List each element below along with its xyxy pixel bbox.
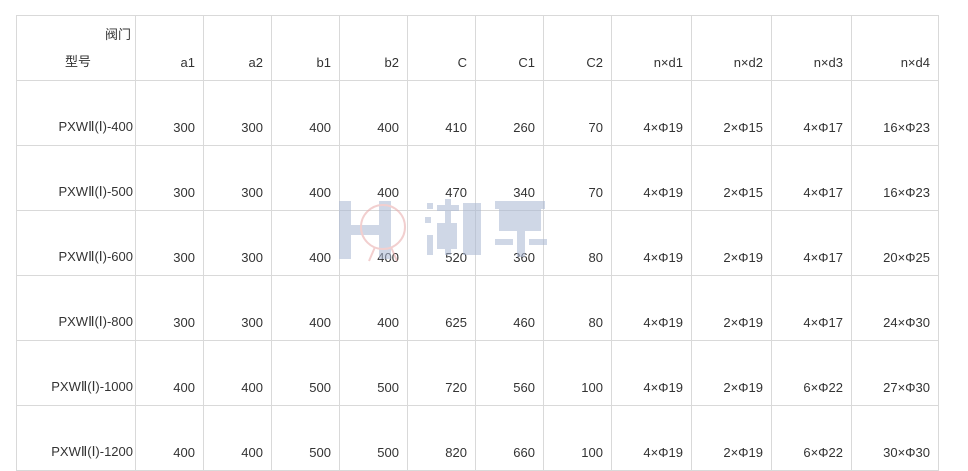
table-row: PXWⅡ(Ⅰ)-600 300 300 400 400 520 360 80 4×Φ19 2×Φ1… bbox=[16, 210, 939, 276]
value-cell: 400 bbox=[339, 275, 408, 341]
value-cell: 16×Φ23 bbox=[851, 80, 939, 146]
column-header-c1: C1 bbox=[475, 15, 544, 81]
value-cell: 625 bbox=[407, 275, 476, 341]
value-cell: 260 bbox=[475, 80, 544, 146]
value-cell: 4×Φ19 bbox=[611, 275, 692, 341]
header-row: 阀门 型号 a1 a2 b1 b2 C C1 C2 n×d1 n×d2 n×d3 n×d4 bbox=[16, 15, 939, 81]
value-cell: 300 bbox=[135, 80, 204, 146]
value-cell: 400 bbox=[339, 80, 408, 146]
model-cell: PXWⅡ(Ⅰ)-500 bbox=[16, 145, 136, 211]
value-cell: 6×Φ22 bbox=[771, 405, 852, 471]
value-cell: 820 bbox=[407, 405, 476, 471]
model-cell: PXWⅡ(Ⅰ)-600 bbox=[16, 210, 136, 276]
value-cell: 400 bbox=[339, 210, 408, 276]
value-cell: 400 bbox=[271, 275, 340, 341]
value-cell: 400 bbox=[271, 80, 340, 146]
column-header-nd1: n×d1 bbox=[611, 15, 692, 81]
value-cell: 560 bbox=[475, 340, 544, 406]
value-cell: 30×Φ30 bbox=[851, 405, 939, 471]
model-cell: PXWⅡ(Ⅰ)-800 bbox=[16, 275, 136, 341]
value-cell: 80 bbox=[543, 275, 612, 341]
value-cell: 16×Φ23 bbox=[851, 145, 939, 211]
value-cell: 410 bbox=[407, 80, 476, 146]
value-cell: 70 bbox=[543, 145, 612, 211]
value-cell: 6×Φ22 bbox=[771, 340, 852, 406]
column-header-c2: C2 bbox=[543, 15, 612, 81]
value-cell: 2×Φ19 bbox=[691, 340, 772, 406]
column-header-b1: b1 bbox=[271, 15, 340, 81]
table-row: PXWⅡ(Ⅰ)-400 300 300 400 400 410 260 70 4×Φ19 2×Φ1… bbox=[16, 80, 939, 146]
value-cell: 460 bbox=[475, 275, 544, 341]
value-cell: 400 bbox=[135, 405, 204, 471]
value-cell: 400 bbox=[271, 210, 340, 276]
value-cell: 340 bbox=[475, 145, 544, 211]
value-cell: 70 bbox=[543, 80, 612, 146]
table-row: PXWⅡ(Ⅰ)-1200 400 400 500 500 820 660 100 4×Φ19 2×… bbox=[16, 405, 939, 471]
value-cell: 300 bbox=[135, 275, 204, 341]
value-cell: 2×Φ19 bbox=[691, 405, 772, 471]
value-cell: 4×Φ17 bbox=[771, 145, 852, 211]
column-header-c: C bbox=[407, 15, 476, 81]
value-cell: 400 bbox=[271, 145, 340, 211]
value-cell: 100 bbox=[543, 405, 612, 471]
value-cell: 2×Φ19 bbox=[691, 210, 772, 276]
table-row: PXWⅡ(Ⅰ)-500 300 300 400 400 470 340 70 4×Φ19 2×Φ1… bbox=[16, 145, 939, 211]
value-cell: 300 bbox=[135, 210, 204, 276]
value-cell: 2×Φ19 bbox=[691, 275, 772, 341]
table-row: PXWⅡ(Ⅰ)-800 300 300 400 400 625 460 80 4×Φ19 2×Φ1… bbox=[16, 275, 939, 341]
value-cell: 660 bbox=[475, 405, 544, 471]
value-cell: 300 bbox=[203, 210, 272, 276]
value-cell: 4×Φ19 bbox=[611, 80, 692, 146]
value-cell: 400 bbox=[135, 340, 204, 406]
valve-dimensions-table: 阀门 型号 a1 a2 b1 b2 C C1 C2 n×d1 n×d2 n×d3 n×d4 PXWⅡ… bbox=[16, 15, 939, 471]
value-cell: 300 bbox=[135, 145, 204, 211]
value-cell: 4×Φ19 bbox=[611, 145, 692, 211]
value-cell: 300 bbox=[203, 80, 272, 146]
model-label: 型号 bbox=[65, 54, 92, 69]
value-cell: 4×Φ19 bbox=[611, 340, 692, 406]
value-cell: 720 bbox=[407, 340, 476, 406]
value-cell: 500 bbox=[339, 405, 408, 471]
model-cell: PXWⅡ(Ⅰ)-400 bbox=[16, 80, 136, 146]
value-cell: 500 bbox=[271, 405, 340, 471]
corner-header-cell: 阀门 型号 bbox=[16, 15, 136, 81]
value-cell: 520 bbox=[407, 210, 476, 276]
column-header-nd2: n×d2 bbox=[691, 15, 772, 81]
value-cell: 400 bbox=[203, 405, 272, 471]
value-cell: 300 bbox=[203, 145, 272, 211]
value-cell: 4×Φ17 bbox=[771, 80, 852, 146]
column-header-nd3: n×d3 bbox=[771, 15, 852, 81]
value-cell: 20×Φ25 bbox=[851, 210, 939, 276]
value-cell: 400 bbox=[203, 340, 272, 406]
table-row: PXWⅡ(Ⅰ)-1000 400 400 500 500 720 560 100 4×Φ19 2×… bbox=[16, 340, 939, 406]
column-header-nd4: n×d4 bbox=[851, 15, 939, 81]
value-cell: 300 bbox=[203, 275, 272, 341]
value-cell: 470 bbox=[407, 145, 476, 211]
column-header-a1: a1 bbox=[135, 15, 204, 81]
value-cell: 4×Φ17 bbox=[771, 210, 852, 276]
value-cell: 360 bbox=[475, 210, 544, 276]
value-cell: 4×Φ19 bbox=[611, 210, 692, 276]
value-cell: 80 bbox=[543, 210, 612, 276]
valve-label: 阀门 bbox=[104, 27, 131, 42]
value-cell: 500 bbox=[339, 340, 408, 406]
value-cell: 500 bbox=[271, 340, 340, 406]
model-cell: PXWⅡ(Ⅰ)-1200 bbox=[16, 405, 136, 471]
value-cell: 100 bbox=[543, 340, 612, 406]
value-cell: 4×Φ19 bbox=[611, 405, 692, 471]
value-cell: 400 bbox=[339, 145, 408, 211]
value-cell: 24×Φ30 bbox=[851, 275, 939, 341]
value-cell: 2×Φ15 bbox=[691, 80, 772, 146]
value-cell: 2×Φ15 bbox=[691, 145, 772, 211]
column-header-b2: b2 bbox=[339, 15, 408, 81]
column-header-a2: a2 bbox=[203, 15, 272, 81]
model-cell: PXWⅡ(Ⅰ)-1000 bbox=[16, 340, 136, 406]
value-cell: 4×Φ17 bbox=[771, 275, 852, 341]
value-cell: 27×Φ30 bbox=[851, 340, 939, 406]
